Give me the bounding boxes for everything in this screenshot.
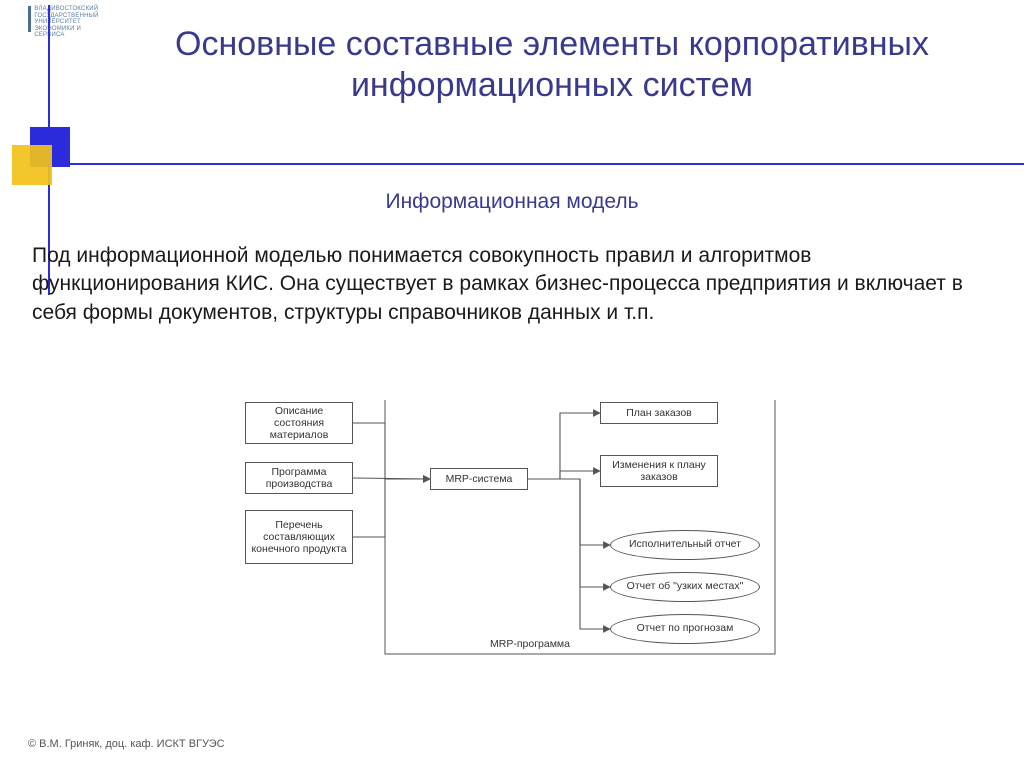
slide-footer: © В.М. Гриняк, доц. каф. ИСКТ ВГУЭС bbox=[28, 738, 225, 750]
diagram-node-n3: Перечень составляющих конечного продукта bbox=[245, 510, 353, 564]
slide-subtitle: Информационная модель bbox=[0, 190, 1024, 214]
mrp-diagram: MRP-программа Описание состояния материа… bbox=[235, 400, 795, 680]
slide-body: Под информационной моделью понимается со… bbox=[32, 242, 992, 327]
slide: ВЛАДИВОСТОКСКИЙ ГОСУДАРСТВЕННЫЙ УНИВЕРСИ… bbox=[0, 0, 1024, 768]
decor-square-yellow bbox=[12, 145, 52, 185]
diagram-node-r2: Изменения к плану заказов bbox=[600, 455, 718, 487]
diagram-node-r1: План заказов bbox=[600, 402, 718, 424]
diagram-node-e2: Отчет об "узких местах" bbox=[610, 572, 760, 602]
diagram-node-e3: Отчет по прогнозам bbox=[610, 614, 760, 644]
diagram-frame-label: MRP-программа bbox=[490, 638, 570, 650]
logo-text: ВЛАДИВОСТОКСКИЙ ГОСУДАРСТВЕННЫЙ УНИВЕРСИ… bbox=[34, 6, 106, 39]
diagram-node-n1: Описание состояния материалов bbox=[245, 402, 353, 444]
title-decor bbox=[0, 115, 1024, 185]
logo-mark-icon bbox=[28, 6, 31, 32]
diagram-node-e1: Исполнительный отчет bbox=[610, 530, 760, 560]
slide-title: Основные составные элементы корпоративны… bbox=[120, 24, 984, 107]
decor-horizontal-line bbox=[62, 163, 1024, 165]
diagram-node-n2: Программа производства bbox=[245, 462, 353, 494]
diagram-node-c: MRP-система bbox=[430, 468, 528, 490]
brand-logo: ВЛАДИВОСТОКСКИЙ ГОСУДАРСТВЕННЫЙ УНИВЕРСИ… bbox=[28, 6, 106, 36]
